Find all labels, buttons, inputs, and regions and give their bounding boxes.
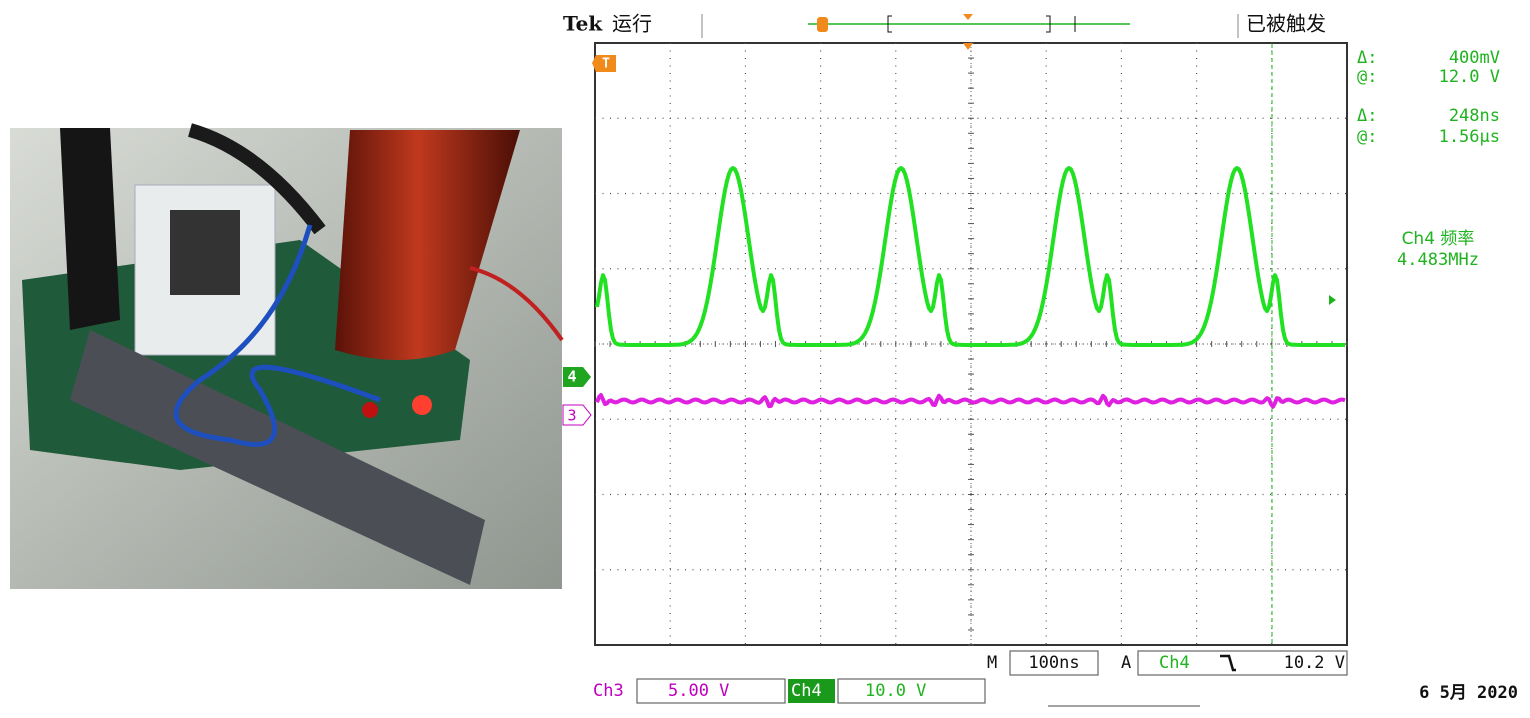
ch4-marker xyxy=(563,367,591,387)
timebase-value: 100ns xyxy=(1028,653,1079,673)
power-jack xyxy=(60,128,120,330)
trigger-marker-label: T xyxy=(602,57,610,72)
channel-name: Ch4 xyxy=(791,681,822,701)
channel-badge xyxy=(788,679,835,703)
trigger-source: Ch4 xyxy=(1159,653,1190,673)
channel-name: Ch3 xyxy=(593,681,624,701)
readout-value: 1.56µs xyxy=(1439,127,1500,147)
readout-value: 400mV xyxy=(1449,48,1500,68)
led xyxy=(362,402,378,418)
led xyxy=(412,395,432,415)
trigger-box xyxy=(1137,650,1348,676)
trigger-marker xyxy=(592,55,616,72)
trigger-label: A xyxy=(1121,653,1131,673)
coil-tube xyxy=(335,130,520,360)
wire xyxy=(173,224,381,447)
channel-scale: 5.00 V xyxy=(668,681,729,701)
timebase-box xyxy=(1009,650,1099,676)
frequency-value: 4.483MHz xyxy=(1397,250,1479,270)
ferrite-rod xyxy=(70,330,485,585)
red-wire xyxy=(469,266,564,342)
trigger-position-icon xyxy=(817,17,828,32)
channel-box xyxy=(636,678,786,704)
readout-label: @: xyxy=(1357,127,1377,147)
readout-label: @: xyxy=(1357,67,1377,87)
trigger-level-arrow xyxy=(1329,295,1336,305)
trigger-level: 10.2 V xyxy=(1284,653,1345,673)
trigger-arrow xyxy=(963,14,973,20)
run-status: 运行 xyxy=(612,12,652,36)
channel-scale: 10.0 V xyxy=(865,681,926,701)
timebase-label: M xyxy=(987,653,997,673)
ch3-marker-label: 3 xyxy=(567,407,576,425)
frequency-label: Ch4 频率 xyxy=(1402,229,1475,249)
readout-value: 248ns xyxy=(1449,106,1500,126)
cable xyxy=(188,123,326,235)
ch3-trace xyxy=(595,393,1346,409)
ch4-marker-label: 4 xyxy=(567,368,576,386)
trigger-arrow xyxy=(963,43,973,50)
readout-label: Δ: xyxy=(1357,106,1377,126)
trigger-state: 已被触发 xyxy=(1246,12,1326,36)
circuit-photo xyxy=(10,123,564,589)
falling-edge-icon xyxy=(1220,654,1236,672)
transistor xyxy=(170,210,240,295)
readout-value: 12.0 V xyxy=(1439,67,1500,87)
brand: Tek xyxy=(563,12,603,36)
ch4-trace xyxy=(595,166,1345,347)
channel-box xyxy=(837,678,986,704)
date: 6 5月 2020 xyxy=(1419,683,1518,703)
readout-label: Δ: xyxy=(1357,48,1377,68)
record-bracket xyxy=(887,15,1076,33)
ch3-marker xyxy=(562,404,592,426)
